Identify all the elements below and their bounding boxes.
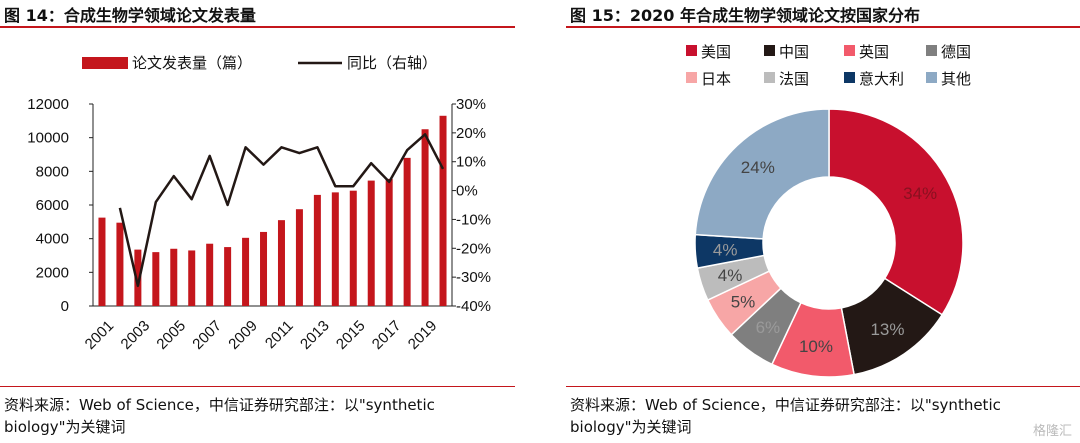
bar-2011 — [277, 220, 285, 306]
slice-label-8: 24% — [741, 158, 775, 177]
x-tick-label: 2015 — [333, 317, 369, 353]
title-rule — [0, 26, 515, 28]
bar-2006 — [188, 250, 196, 306]
legend-swatch-2 — [764, 45, 775, 56]
country-chart-panel: 图 15：2020 年合成生物学领域论文按国家分布 美国 中国 英国 德国日本 法国 意大… — [566, 0, 1080, 443]
legend-label-5: 日本 — [701, 71, 731, 88]
y2-tick-label: -20% — [456, 240, 491, 257]
legend-label-8: 其他 — [941, 71, 971, 88]
legend-bar-swatch — [82, 57, 128, 69]
slice-label-7: 4% — [713, 241, 738, 260]
legend-label-1: 美国 — [701, 44, 731, 61]
bar-2010 — [260, 231, 268, 306]
source-note: 资料来源：Web of Science，中信证券研究部注：以"synthetic… — [4, 396, 435, 436]
x-tick-label: 2007 — [189, 317, 225, 353]
legend-label-2: 中国 — [779, 44, 809, 61]
chart-title: 图 15：2020 年合成生物学领域论文按国家分布 — [570, 6, 920, 25]
bar-2020 — [439, 115, 447, 307]
watermark: 格隆汇 — [1032, 424, 1072, 439]
y-tick-label: 2000 — [36, 264, 69, 281]
x-tick-label: 2001 — [82, 317, 118, 353]
y2-tick-label: -40% — [456, 298, 491, 315]
y-tick-label: 0 — [61, 298, 69, 315]
bar-2019 — [421, 129, 429, 306]
bar-2013 — [313, 194, 321, 306]
y-tick-label: 6000 — [36, 197, 69, 214]
publication-chart: 论文发表量（篇） 同比（右轴） 0 2000 4000 6000 8000 10000 1200… — [27, 54, 491, 353]
y2-tick-label: 0% — [456, 183, 478, 200]
source-rule — [566, 386, 1080, 387]
legend-line-label: 同比（右轴） — [347, 55, 437, 72]
legend-label-4: 德国 — [941, 43, 971, 61]
bar-2007 — [206, 243, 214, 306]
legend-label-7: 意大利 — [859, 70, 904, 88]
source-note: 资料来源：Web of Science，中信证券研究部注：以"synthetic… — [570, 396, 1001, 436]
title-rule — [566, 26, 1080, 28]
x-tick-label: 2009 — [225, 317, 261, 353]
x-tick-label: 2003 — [118, 317, 154, 353]
slice-label-2: 13% — [870, 320, 904, 339]
y-tick-label: 10000 — [27, 130, 69, 147]
bar-2003 — [134, 249, 142, 306]
y-tick-label: 8000 — [36, 163, 69, 180]
y2-tick-label: 30% — [456, 96, 486, 113]
bar-2005 — [170, 248, 178, 306]
legend-label-6: 法国 — [779, 71, 809, 88]
legend-swatch-4 — [926, 45, 937, 56]
y2-tick-label: -10% — [456, 211, 491, 228]
slice-label-1: 34% — [903, 184, 937, 203]
slice-8 — [694, 108, 830, 240]
x-tick-label: 2017 — [369, 317, 405, 353]
legend-swatch-7 — [844, 72, 855, 83]
legend-bar-label: 论文发表量（篇） — [132, 54, 252, 72]
y-tick-label: 12000 — [27, 96, 69, 113]
legend-swatch-6 — [764, 72, 775, 83]
bar-2012 — [295, 209, 303, 306]
slice-label-3: 10% — [799, 337, 833, 356]
bar-2016 — [367, 180, 375, 306]
legend-swatch-5 — [686, 72, 697, 83]
source-rule — [0, 386, 515, 387]
x-tick-label: 2005 — [153, 317, 189, 353]
bar-2002 — [116, 222, 124, 306]
legend-swatch-1 — [686, 45, 697, 56]
legend-swatch-8 — [926, 72, 937, 83]
bar-2015 — [349, 190, 357, 306]
y2-tick-label: 20% — [456, 125, 486, 142]
chart-title: 图 14：合成生物学领域论文发表量 — [4, 6, 256, 25]
x-tick-label: 2019 — [405, 317, 441, 353]
publication-chart-panel: 图 14：合成生物学领域论文发表量 论文发表量（篇） 同比（右轴） 0 2000 400… — [0, 0, 520, 443]
slice-label-6: 4% — [718, 266, 743, 285]
y2-tick-label: 10% — [456, 154, 486, 171]
bar-2004 — [152, 252, 160, 306]
slice-label-5: 5% — [731, 292, 756, 311]
bar-2017 — [385, 178, 393, 306]
bar-2018 — [403, 157, 411, 306]
x-tick-label: 2013 — [297, 317, 333, 353]
x-tick-label: 2011 — [262, 317, 297, 352]
bar-2001 — [98, 217, 106, 306]
legend-label-3: 英国 — [859, 43, 889, 61]
y2-tick-label: -30% — [456, 269, 491, 286]
yoy-line — [118, 133, 445, 288]
y-tick-label: 4000 — [36, 231, 69, 248]
slice-1 — [828, 108, 964, 316]
bar-2008 — [224, 247, 232, 306]
bar-2014 — [331, 192, 339, 306]
slice-label-4: 6% — [756, 318, 781, 337]
bar-2009 — [242, 237, 250, 306]
legend-swatch-3 — [844, 45, 855, 56]
